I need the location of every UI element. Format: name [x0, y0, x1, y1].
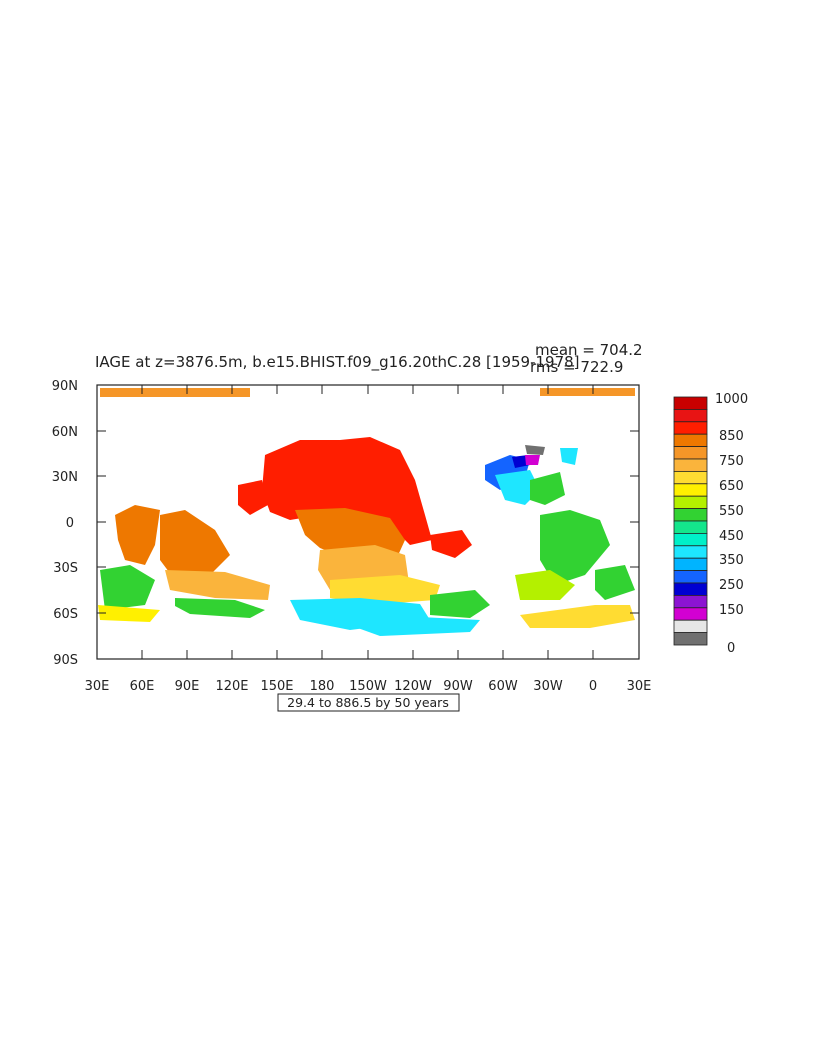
- x-tick-label: 30E: [627, 679, 652, 694]
- patch-east-pacific-red: [430, 530, 472, 558]
- colorbar-swatch: [673, 396, 708, 410]
- x-tick-label: 60W: [488, 679, 518, 694]
- patch-south-atlantic-yellow: [520, 605, 635, 628]
- x-tick-marks: [96, 385, 640, 659]
- patch-south-pacific-yellow: [330, 575, 440, 605]
- colorbar-label: 450: [719, 529, 744, 544]
- y-tick-label: 60S: [53, 607, 78, 622]
- colorbar-swatch: [673, 483, 708, 497]
- colorbar-swatch: [673, 470, 708, 485]
- colorbar-label: 350: [719, 553, 744, 568]
- colorbar-label: 1000: [715, 392, 748, 407]
- patch-arctic-east: [540, 388, 635, 396]
- colorbar-label: 550: [719, 504, 744, 519]
- colorbar-swatch: [673, 632, 708, 646]
- patch-southwest-indian-green: [100, 565, 155, 610]
- patch-atlantic-green-north: [530, 472, 565, 505]
- patch-south-pacific-cyan-2: [330, 616, 480, 636]
- patch-arctic-west: [100, 388, 250, 397]
- colorbar-swatch: [673, 607, 708, 621]
- x-tick-label: 120E: [215, 679, 248, 694]
- x-tick-label: 90W: [443, 679, 473, 694]
- colorbar-swatch: [673, 545, 708, 559]
- colorbar-labels: 1000 850 750 650 550 450 350 250 150 0: [715, 392, 748, 656]
- contour-info-box: [277, 693, 460, 712]
- x-tick-label: 30W: [533, 679, 563, 694]
- y-tick-label: 0: [66, 516, 74, 531]
- colorbar: [673, 396, 708, 646]
- colorbar-swatch: [673, 582, 708, 596]
- patch-indian-east: [160, 510, 230, 580]
- x-tick-label: 90E: [175, 679, 200, 694]
- y-tick-marks: [97, 384, 639, 660]
- colorbar-label: 650: [719, 479, 744, 494]
- x-tick-label: 30E: [85, 679, 110, 694]
- colorbar-swatch: [673, 433, 708, 448]
- colorbar-swatch: [673, 495, 708, 510]
- colorbar-swatch: [673, 570, 708, 584]
- x-tick-label: 120W: [394, 679, 432, 694]
- field-patches: [98, 388, 635, 636]
- patch-southeast-atlantic-green: [595, 565, 635, 600]
- y-tick-label: 30S: [53, 561, 78, 576]
- x-tick-label: 60E: [130, 679, 155, 694]
- colorbar-label: 750: [719, 454, 744, 469]
- map-title: IAGE at z=3876.5m, b.e15.BHIST.f09_g16.2…: [95, 353, 580, 371]
- patch-southwest-indian-yellow: [98, 605, 160, 622]
- patch-north-atlantic-purple: [525, 455, 540, 465]
- rms-stat: rms = 722.9: [530, 358, 624, 376]
- patch-south-indian-green: [175, 598, 265, 618]
- patch-atlantic-green-south: [515, 570, 575, 600]
- x-tick-labels: 30E 60E 90E 120E 150E 180 150W 120W 90W …: [85, 679, 652, 694]
- x-tick-label: 180: [310, 679, 335, 694]
- colorbar-label: 150: [719, 603, 744, 618]
- colorbar-swatch: [673, 421, 708, 435]
- colorbar-label: 850: [719, 429, 744, 444]
- colorbar-swatch: [673, 557, 708, 572]
- patch-atlantic-green-mid: [540, 510, 610, 585]
- colorbar-swatch: [673, 408, 708, 423]
- patch-indian-west: [115, 505, 160, 565]
- colorbar-swatch: [673, 520, 708, 534]
- y-tick-labels: 90N 60N 30N 0 30S 60S 90S: [52, 379, 78, 668]
- colorbar-swatch: [673, 446, 708, 460]
- patch-labrador-gray: [525, 445, 545, 455]
- colorbar-label: 0: [727, 641, 735, 656]
- colorbar-swatch: [673, 533, 708, 547]
- y-tick-label: 90N: [52, 379, 78, 394]
- colorbar-swatch: [673, 508, 708, 522]
- patch-west-pacific-red: [238, 480, 268, 515]
- y-tick-label: 60N: [52, 425, 78, 440]
- patch-greenland-cyan: [560, 448, 578, 465]
- colorbar-swatch: [673, 458, 708, 472]
- colorbar-swatch: [673, 595, 708, 609]
- x-tick-label: 150E: [260, 679, 293, 694]
- x-tick-label: 0: [589, 679, 597, 694]
- contour-info-label: 29.4 to 886.5 by 50 years: [287, 695, 449, 710]
- y-tick-label: 30N: [52, 470, 78, 485]
- patch-south-indian: [165, 570, 270, 600]
- colorbar-label: 250: [719, 578, 744, 593]
- patch-north-atlantic-cyan: [495, 470, 540, 505]
- x-tick-label: 150W: [349, 679, 387, 694]
- mean-stat: mean = 704.2: [535, 341, 643, 359]
- colorbar-swatch: [673, 619, 708, 634]
- patch-south-atlantic-green: [430, 590, 490, 618]
- y-tick-label: 90S: [53, 653, 78, 668]
